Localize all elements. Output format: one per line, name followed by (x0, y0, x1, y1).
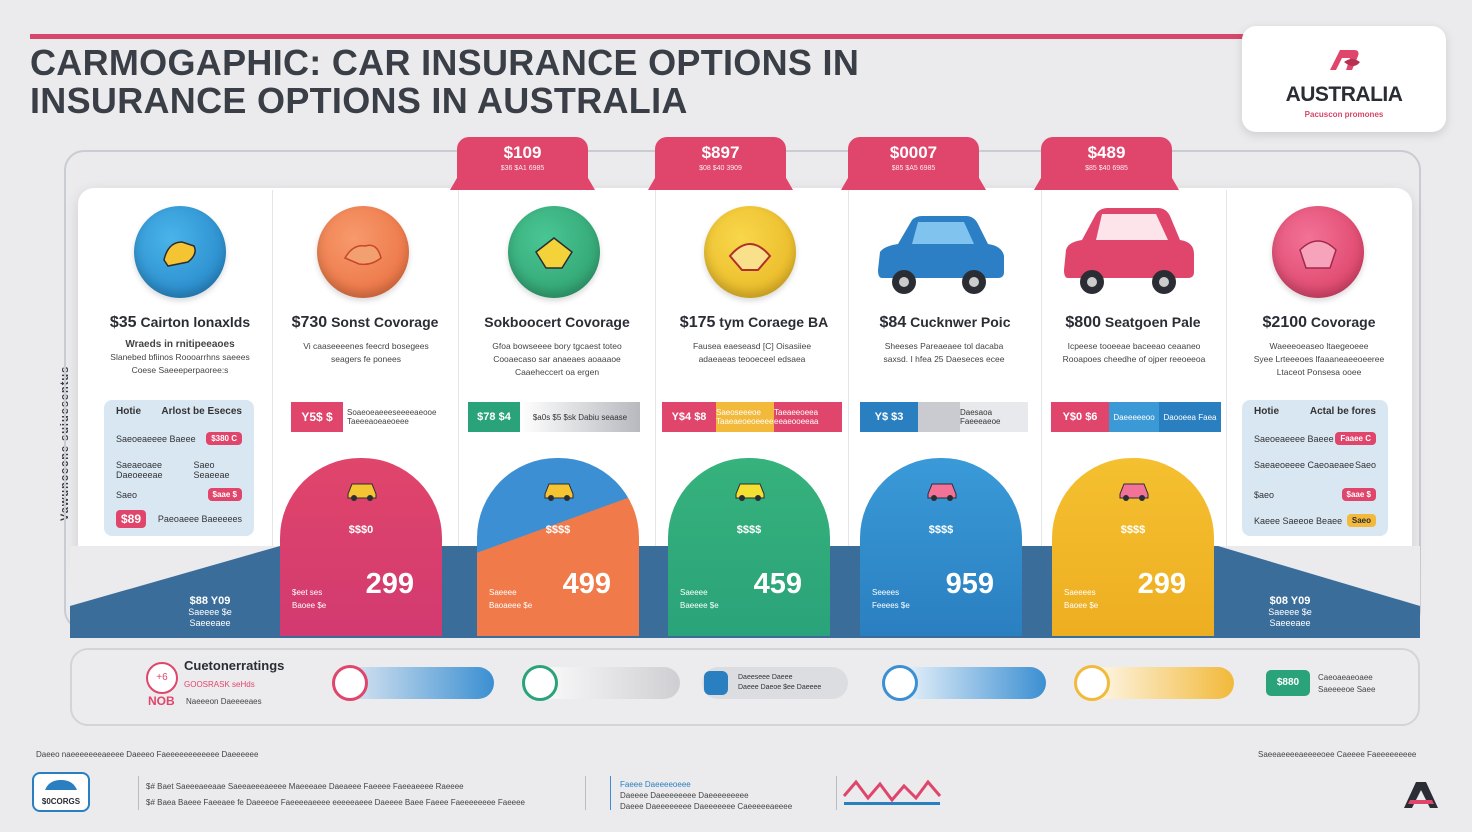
rating-icon (704, 671, 728, 695)
column-divider (1041, 190, 1042, 550)
footer-brand-icon (1400, 778, 1442, 812)
hand-car-icon (163, 241, 196, 267)
footer-divider (836, 776, 837, 810)
document-icon (535, 237, 573, 269)
price-panel-1[interactable]: $$$0 299 $eet ses Baoee $e (280, 458, 442, 636)
price-bar-4[interactable]: Y$ $3 Daesaoa Faeeeaeoe (860, 402, 1028, 432)
rating-handle-icon[interactable] (522, 665, 558, 701)
column-divider (458, 190, 459, 550)
details-box-right: Hotie Actal be fores Saeoeaeeee Baeee Faae… (1242, 400, 1388, 536)
option-description: Vi caaseeeenes feecrd bosegees seagers fe… (303, 341, 429, 364)
ratings-badge: NOB (148, 694, 175, 708)
price-tab-1[interactable]: $109 $36 $A1 6985 (457, 137, 588, 189)
option-description: Sheeses Pareaeaee tol dacaba saxsd. I hfe… (883, 341, 1005, 364)
rating-bar-5[interactable] (1074, 665, 1234, 701)
price-panel-3[interactable]: $$$$ 459 Saeeee Baeeee $e (668, 458, 830, 636)
coverage-icon-7 (1272, 206, 1364, 298)
ratings-side-text: Caeoaeaeoaee Saeeeeoe Saee (1318, 673, 1376, 694)
price-bar-1[interactable]: Y5$ $ Soaeoeaeeeseeeeaeooe Taeeeaoeaeoee… (291, 402, 446, 432)
column-divider (848, 190, 849, 550)
option-heading: $35 Cairton lonaxlds (109, 314, 251, 331)
car-icon (347, 483, 377, 501)
details-box-left: Hotie Arlost be Eseces Saeoeaeeee Baeee $3… (104, 400, 254, 536)
coverage-icon-4 (704, 206, 796, 298)
ratings-title: Cuetonerratings (184, 658, 285, 673)
rating-handle-icon[interactable] (882, 665, 918, 701)
footer-divider (610, 776, 611, 810)
option-heading: $175 tym Coraege BA (679, 314, 829, 331)
brand-card[interactable]: AUSTRALIA Pacuscon promones (1242, 26, 1446, 132)
pink-car-icon (1058, 206, 1198, 298)
footer-divider (138, 776, 139, 810)
option-description: Icpeese tooeeae baceeao ceaaneo Rooapoes … (1062, 341, 1206, 364)
price-panel-5[interactable]: $$$$ 299 Saeeees Baoee $e (1052, 458, 1214, 636)
footer-graphic-icon (842, 776, 942, 808)
rating-bar-3[interactable]: Daeeseee Daeee Daeee Daeoe $ee Daeeee (702, 667, 848, 699)
blue-car-icon (870, 212, 1008, 298)
page-title: CARMOGAPHIC: CAR INSURANCE OPTIONS IN IN… (30, 42, 860, 121)
car-icon (1119, 483, 1149, 501)
option-description: Fausea eaeseasd [C] Oisasiiee adaeaeas te… (692, 341, 812, 364)
column-divider (1226, 190, 1227, 550)
coverage-icon-2 (317, 206, 409, 298)
coverage-icon-1 (134, 206, 226, 298)
car-icon (735, 483, 765, 501)
price-bar-3[interactable]: Y$4 $8 Saeoseeeoe Taaeaeoeoeeee Taeaeeoe… (662, 402, 842, 432)
option-description: Waeeeoeaseo ltaegeoeee Syee Lrteeeoes lfa… (1253, 341, 1385, 377)
option-heading: $800 Seatgoen Pale (1065, 314, 1201, 331)
band-label-right: $08 Y09 Saeeee $e Saeeeaee (1268, 595, 1312, 629)
rating-bar-4[interactable] (882, 665, 1046, 701)
rating-bar-2[interactable] (522, 665, 680, 701)
brand-logo-icon (1330, 50, 1360, 70)
price-tab-2[interactable]: $897 $08 $40 3909 (655, 137, 786, 189)
band-label-left: $88 Y09 Saeeee $e Saeeeaee (188, 595, 232, 629)
rating-handle-icon[interactable] (332, 665, 368, 701)
option-heading: $2100 Covorage (1262, 314, 1376, 331)
option-heading: $730 Sonst Covorage (291, 314, 439, 331)
column-divider (272, 190, 273, 550)
option-description: Wraeds in rnitipeeaoes Slanebed bfiinos R… (110, 339, 250, 375)
brand-name: AUSTRALIA (1285, 83, 1403, 106)
price-bar-5[interactable]: Y$0 $6 Daeeeeeoo Daooeea Faea (1051, 402, 1221, 432)
footer-middle-text: Faeee Daeeeeoeee Daeeee Daeeeeeeee Daeeee… (620, 780, 793, 811)
ratings-count-badge: +6 (146, 662, 178, 694)
rating-bar-1[interactable] (332, 665, 494, 701)
car-icon (927, 483, 957, 501)
title-rule (30, 34, 1275, 39)
footer-note-left: Daeeo naeeeeeeeaeeee Daeeeo Faeeeeeeeeee… (36, 750, 259, 759)
ratings-tag: $880 (1266, 670, 1310, 696)
umbrella-icon (728, 243, 772, 271)
brand-tagline: Pacuscon promones (1304, 110, 1384, 119)
rating-handle-icon[interactable] (1074, 665, 1110, 701)
option-heading: $84 Cucknwer Poic (879, 314, 1011, 331)
car-icon (544, 483, 574, 501)
ratings-note: Naeeeon Daeeeeaes (186, 697, 262, 706)
hand-shield-icon (343, 244, 382, 266)
price-bar-2[interactable]: $78 $4 $a0s $5 $sk Dabiu seaase (468, 402, 640, 432)
footer-note-right: Saeeaeeeeaeeeeoee Caeeee Faeeeeeeeee (1258, 750, 1417, 759)
price-panel-4[interactable]: $$$$ 959 Seeees Feeees $e (860, 458, 1022, 636)
option-description: Gfoa bowseeee bory tgcaest toteo Cooaecas… (492, 341, 622, 377)
price-panel-2[interactable]: $$$$ 499 Saeeee Baoaeee $e (477, 458, 639, 636)
footer-logo-icon: $0CORGS (32, 772, 90, 812)
footer-lines: $# Baet Saeeeaeeaae Saeeaeeeaeeee Maeeea… (146, 782, 525, 807)
ratings-subtitle: GOOSRASK seHds (184, 680, 255, 689)
price-tab-4[interactable]: $489 $85 $40 6985 (1041, 137, 1172, 189)
price-tab-3[interactable]: $0007 $85 $A5 6985 (848, 137, 979, 189)
column-divider (655, 190, 656, 550)
footer-divider (585, 776, 586, 810)
hand-heart-icon (1299, 240, 1337, 269)
option-heading: Sokboocert Covorage (484, 314, 630, 330)
coverage-icon-3 (508, 206, 600, 298)
